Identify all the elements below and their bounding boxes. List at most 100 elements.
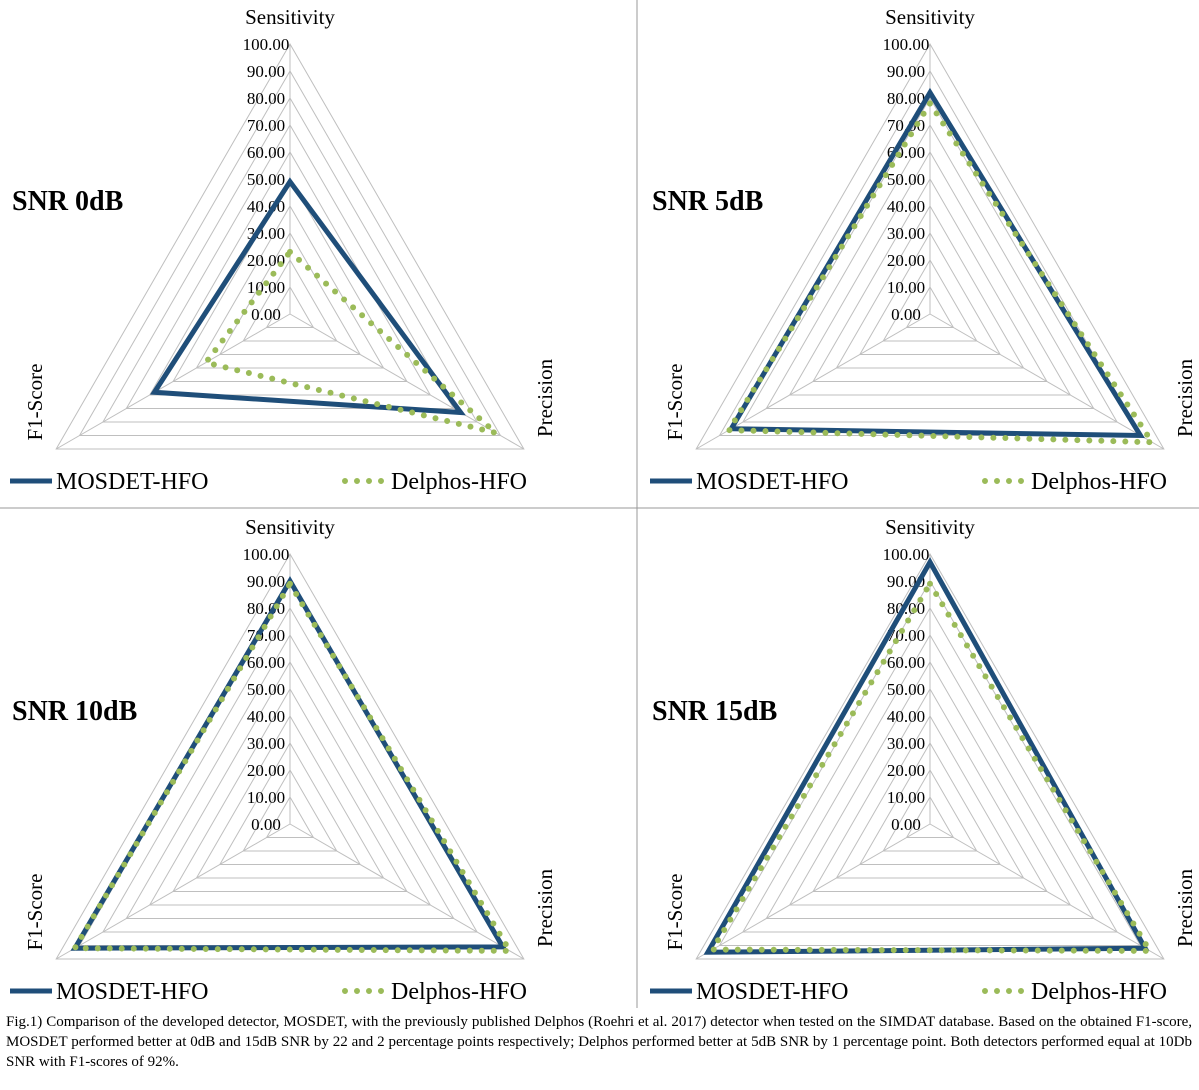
r-tick-label: 60.00 [247, 143, 285, 162]
grid-line [835, 205, 1025, 369]
grid-line [812, 178, 1048, 382]
axis-label: Precision [1173, 358, 1197, 437]
grid-line [148, 660, 432, 906]
grid-line [695, 553, 1165, 960]
r-tick-label: 60.00 [247, 653, 285, 672]
r-tick-label: 90.00 [247, 572, 285, 591]
series-line [723, 97, 1158, 446]
grid-line [905, 286, 955, 328]
grid-line [195, 714, 385, 879]
axis-spoke [289, 823, 525, 960]
r-tick-label: 30.00 [247, 734, 285, 753]
series-line [69, 577, 516, 954]
r-tick-label: 30.00 [887, 224, 925, 243]
grid-line [742, 607, 1118, 933]
legend-label: MOSDET-HFO [56, 469, 208, 495]
axis-label: F1-Score [663, 874, 687, 951]
legend-label: Delphos-HFO [1031, 469, 1167, 495]
r-tick-label: 40.00 [247, 707, 285, 726]
r-tick-label: 10.00 [887, 278, 925, 297]
axis-label: F1-Score [23, 364, 47, 441]
r-tick-label: 80.00 [247, 89, 285, 108]
r-tick-label: 0.00 [251, 815, 281, 834]
legend-label: Delphos-HFO [1031, 979, 1167, 1005]
r-tick-label: 100.00 [243, 35, 290, 54]
axis-label: Sensitivity [885, 5, 975, 29]
grid-line [858, 742, 1002, 865]
r-tick-label: 20.00 [247, 761, 285, 780]
r-tick-label: 100.00 [243, 545, 290, 564]
grid-line [718, 70, 1142, 436]
grid-line [55, 42, 525, 450]
axis-label: F1-Score [663, 364, 687, 441]
axis-label: Sensitivity [245, 515, 335, 539]
grid-line [78, 70, 502, 436]
grid-line [742, 97, 1118, 423]
grid-line [882, 769, 978, 852]
grid-line [788, 661, 1072, 906]
r-tick-label: 90.00 [887, 62, 925, 81]
grid-line [195, 204, 385, 369]
axis-label: Precision [1173, 868, 1197, 947]
grid-line [242, 259, 338, 342]
axis-spoke [55, 823, 291, 960]
grid-line [858, 232, 1002, 355]
r-tick-label: 0.00 [251, 305, 281, 324]
r-tick-label: 50.00 [247, 680, 285, 699]
axis-spoke [55, 313, 291, 450]
grid-line [55, 552, 525, 960]
grid-line [788, 151, 1072, 396]
r-tick-label: 20.00 [247, 251, 285, 270]
series-line [149, 177, 466, 416]
axis-label: Sensitivity [885, 515, 975, 539]
legend-label: MOSDET-HFO [696, 469, 848, 495]
grid-line [242, 769, 338, 852]
grid-line [172, 177, 408, 382]
r-tick-label: 10.00 [887, 788, 925, 807]
axis-label: F1-Score [23, 874, 47, 951]
r-tick-label: 20.00 [887, 761, 925, 780]
axis-label: Sensitivity [245, 5, 335, 29]
r-tick-label: 0.00 [891, 815, 921, 834]
caption: Fig.1) Comparison of the developed detec… [6, 1014, 1192, 1070]
grid-line [218, 232, 362, 355]
grid-line [765, 634, 1095, 919]
chart-grid: 0.00 10.00 20.00 30.00 40.00 50.00 60.00 70.00 8… [0, 0, 1199, 1008]
grid-line [265, 796, 315, 838]
grid-line [102, 607, 478, 933]
panel-title: SNR 5dB [652, 186, 763, 217]
grid-line [765, 124, 1095, 409]
axis-label: Precision [533, 358, 557, 437]
r-tick-label: 90.00 [247, 62, 285, 81]
grid-line [265, 286, 315, 328]
grid-line [172, 687, 408, 892]
series-line [703, 557, 1150, 955]
r-tick-label: 40.00 [887, 707, 925, 726]
axis-spoke [695, 823, 931, 960]
panel-title: SNR 0dB [12, 186, 123, 217]
r-tick-label: 0.00 [891, 305, 921, 324]
r-tick-label: 10.00 [247, 788, 285, 807]
legend-label: Delphos-HFO [391, 979, 527, 1005]
legend-label: MOSDET-HFO [56, 979, 208, 1005]
r-tick-label: 80.00 [887, 89, 925, 108]
axis-spoke [289, 313, 525, 450]
axis-label: Precision [533, 868, 557, 947]
panel-title: SNR 10dB [12, 696, 137, 727]
grid-line [905, 796, 955, 838]
r-tick-label: 40.00 [887, 197, 925, 216]
grid-line [125, 124, 455, 409]
r-tick-label: 50.00 [887, 680, 925, 699]
r-tick-label: 70.00 [247, 116, 285, 135]
grid-line [218, 742, 362, 865]
r-tick-label: 50.00 [887, 170, 925, 189]
axis-spoke [929, 823, 1165, 960]
grid-line [882, 259, 978, 342]
r-tick-label: 60.00 [887, 653, 925, 672]
grid-line [102, 97, 478, 423]
panel-title: SNR 15dB [652, 696, 777, 727]
legend-label: Delphos-HFO [391, 469, 527, 495]
grid-line [695, 43, 1165, 450]
r-tick-label: 100.00 [883, 35, 930, 54]
grid-line [835, 715, 1025, 879]
